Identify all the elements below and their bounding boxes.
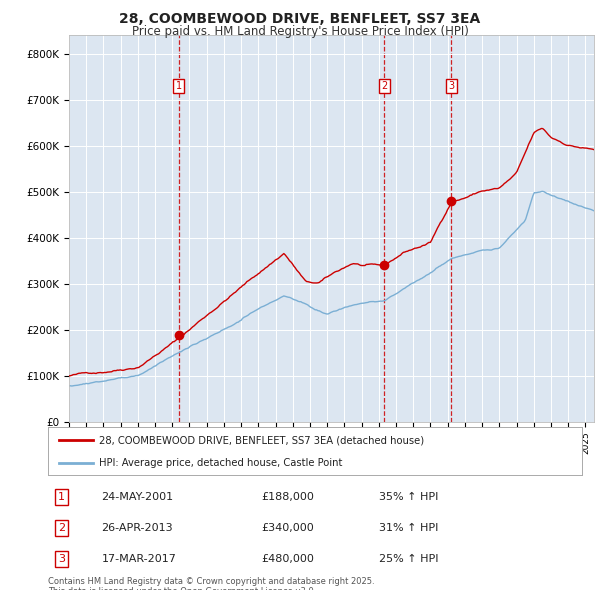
- Text: £340,000: £340,000: [262, 523, 314, 533]
- Text: 2: 2: [381, 81, 388, 91]
- Text: 17-MAR-2017: 17-MAR-2017: [101, 554, 176, 563]
- Text: 3: 3: [448, 81, 454, 91]
- Text: £480,000: £480,000: [262, 554, 314, 563]
- Text: 26-APR-2013: 26-APR-2013: [101, 523, 173, 533]
- Text: 24-MAY-2001: 24-MAY-2001: [101, 493, 173, 502]
- Text: £188,000: £188,000: [262, 493, 314, 502]
- Text: 2: 2: [58, 523, 65, 533]
- Text: 28, COOMBEWOOD DRIVE, BENFLEET, SS7 3EA: 28, COOMBEWOOD DRIVE, BENFLEET, SS7 3EA: [119, 12, 481, 26]
- Text: 1: 1: [176, 81, 182, 91]
- Text: 1: 1: [58, 493, 65, 502]
- Text: 3: 3: [58, 554, 65, 563]
- Text: Contains HM Land Registry data © Crown copyright and database right 2025.
This d: Contains HM Land Registry data © Crown c…: [48, 577, 374, 590]
- Text: 31% ↑ HPI: 31% ↑ HPI: [379, 523, 439, 533]
- Text: Price paid vs. HM Land Registry's House Price Index (HPI): Price paid vs. HM Land Registry's House …: [131, 25, 469, 38]
- Text: HPI: Average price, detached house, Castle Point: HPI: Average price, detached house, Cast…: [99, 458, 342, 468]
- Text: 25% ↑ HPI: 25% ↑ HPI: [379, 554, 439, 563]
- Text: 28, COOMBEWOOD DRIVE, BENFLEET, SS7 3EA (detached house): 28, COOMBEWOOD DRIVE, BENFLEET, SS7 3EA …: [99, 435, 424, 445]
- Text: 35% ↑ HPI: 35% ↑ HPI: [379, 493, 439, 502]
